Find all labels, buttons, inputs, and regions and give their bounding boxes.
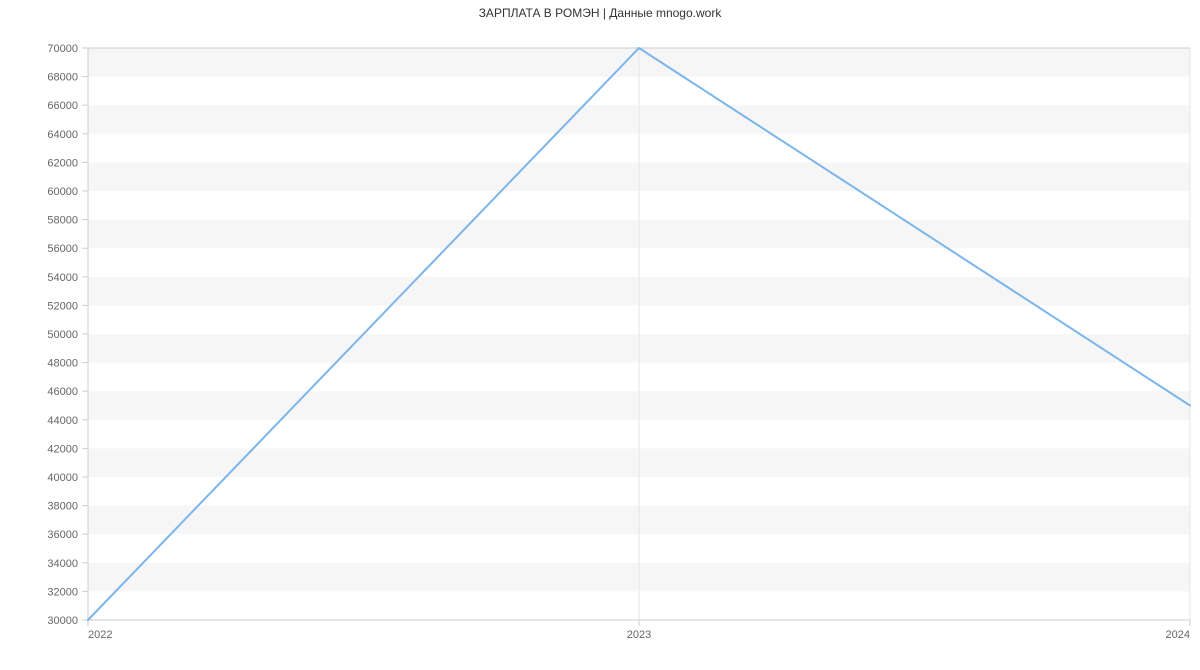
chart-title: ЗАРПЛАТА В РОМЭН | Данные mnogo.work — [0, 0, 1200, 20]
y-tick-label: 46000 — [47, 386, 78, 398]
y-tick-label: 54000 — [47, 272, 78, 284]
y-tick-label: 64000 — [47, 129, 78, 141]
salary-line-chart: ЗАРПЛАТА В РОМЭН | Данные mnogo.work 300… — [0, 0, 1200, 650]
x-tick-label: 2022 — [88, 629, 112, 641]
y-tick-label: 50000 — [47, 329, 78, 341]
y-tick-label: 38000 — [47, 501, 78, 513]
chart-svg: 30000 32000 34000 36000 38000 40000 42000 44000… — [0, 20, 1200, 670]
y-tick-label: 48000 — [47, 358, 78, 370]
y-tick-label: 52000 — [47, 300, 78, 312]
y-tick-label: 40000 — [47, 472, 78, 484]
y-tick-label: 68000 — [47, 72, 78, 84]
y-tick-label: 56000 — [47, 243, 78, 255]
y-tick-label: 36000 — [47, 529, 78, 541]
y-tick-label: 66000 — [47, 100, 78, 112]
y-tick-label: 34000 — [47, 558, 78, 570]
y-tick-label: 32000 — [47, 586, 78, 598]
y-tick-label: 42000 — [47, 443, 78, 455]
x-tick-label: 2024 — [1166, 629, 1190, 641]
y-tick-label: 58000 — [47, 215, 78, 227]
y-tick-label: 44000 — [47, 415, 78, 427]
y-tick-label: 60000 — [47, 186, 78, 198]
x-tick-label: 2023 — [627, 629, 651, 641]
y-tick-label: 70000 — [47, 43, 78, 55]
y-tick-label: 62000 — [47, 157, 78, 169]
y-tick-label: 30000 — [47, 615, 78, 627]
